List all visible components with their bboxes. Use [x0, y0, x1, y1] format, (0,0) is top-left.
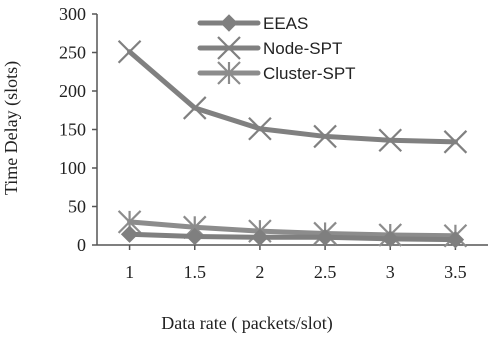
x-marker-stroke: [117, 39, 142, 64]
legend-item-cluster-spt: Cluster-SPT: [197, 61, 356, 85]
diamond-marker-shape: [446, 230, 465, 249]
legend-item-eeas: EEAS: [197, 14, 308, 33]
x-tick-label: 1: [125, 262, 134, 282]
x-tick-label: 1.5: [184, 262, 207, 282]
legend-swatch-marker: [217, 36, 241, 60]
data-point-node-spt: [313, 124, 337, 149]
y-tick-label: 250: [59, 43, 86, 63]
legend-item-node-spt: Node-SPT: [197, 36, 342, 60]
x-marker-stroke: [217, 36, 241, 60]
legend-swatch-marker: [220, 14, 238, 32]
y-tick-label: 0: [77, 235, 86, 255]
x-ticks: 1 1.5 2 2.5 3 3.5: [125, 245, 467, 282]
diamond-marker-shape: [186, 227, 204, 246]
data-point-eeas: [120, 225, 139, 243]
legend: EEAS Node-SPT Cluster-SPT: [197, 14, 356, 85]
x-axis-title: Data rate ( packets/slot): [161, 313, 332, 334]
x-marker-stroke: [443, 130, 468, 154]
data-point-eeas: [446, 230, 465, 249]
data-point-eeas: [251, 228, 269, 247]
x-tick-label: 3: [386, 262, 395, 282]
legend-label: EEAS: [263, 14, 308, 33]
diamond-marker-shape: [120, 225, 139, 243]
y-tick-label: 100: [59, 158, 86, 178]
x-tick-label: 2: [255, 262, 264, 282]
diamond-marker-shape: [220, 14, 238, 32]
x-marker-stroke: [378, 128, 403, 153]
y-axis-title: Time Delay (slots): [1, 61, 22, 195]
y-ticks: 0 50 100 150 200 250 300: [59, 4, 97, 255]
y-tick-label: 200: [59, 81, 86, 101]
diamond-marker-shape: [381, 230, 399, 248]
data-point-eeas: [381, 230, 399, 248]
diamond-marker-shape: [251, 228, 269, 247]
data-point-node-spt: [248, 116, 272, 141]
series-layer: [117, 39, 468, 249]
diamond-marker-shape: [316, 228, 334, 247]
x-marker-stroke: [248, 116, 272, 141]
y-tick-label: 150: [59, 120, 86, 140]
x-marker-stroke: [182, 96, 207, 120]
legend-label: Node-SPT: [263, 39, 342, 58]
data-point-eeas: [186, 227, 204, 246]
data-point-node-spt: [182, 96, 207, 120]
series-node-spt: [117, 39, 468, 154]
x-tick-label: 3.5: [444, 262, 467, 282]
x-marker-stroke: [313, 124, 337, 149]
series-line-cluster-spt: [127, 219, 458, 239]
legend-swatch-marker: [217, 61, 241, 85]
data-point-node-spt: [378, 128, 403, 153]
y-tick-label: 300: [59, 4, 86, 24]
data-point-eeas: [316, 228, 334, 247]
x-tick-label: 2.5: [314, 262, 337, 282]
data-point-node-spt: [443, 130, 468, 154]
series-line-eeas: [127, 231, 458, 243]
series-eeas: [120, 225, 465, 249]
legend-label: Cluster-SPT: [263, 64, 356, 83]
data-point-node-spt: [117, 39, 142, 64]
y-tick-label: 50: [68, 197, 86, 217]
